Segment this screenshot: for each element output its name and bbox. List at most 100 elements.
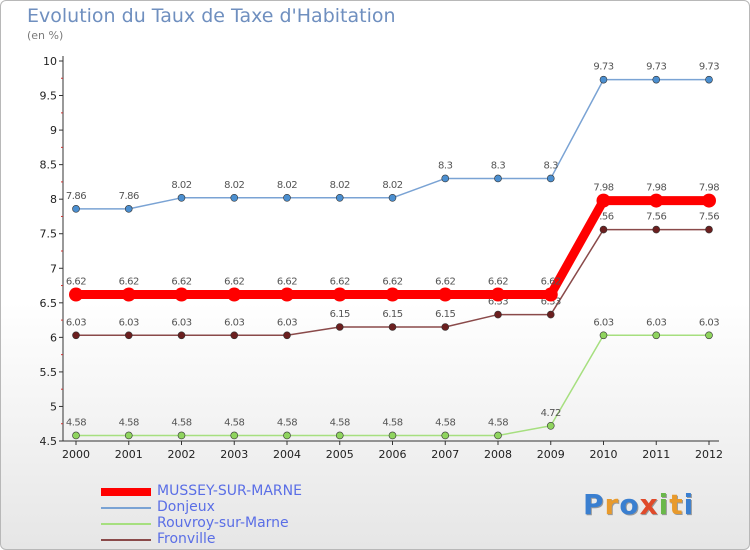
data-point-donjeux (599, 75, 608, 84)
data-point-rouvroy-sur-marne (230, 431, 239, 440)
data-label-fronville: 6.15 (435, 309, 455, 320)
chart-title: Evolution du Taux de Taxe d'Habitation (27, 5, 396, 27)
data-point-mussey-sur-marne (702, 193, 716, 208)
y-tick-label: 8 (50, 193, 57, 206)
data-label-rouvroy-sur-marne: 4.58 (330, 417, 350, 428)
data-point-donjeux (494, 174, 502, 183)
data-point-fronville (283, 331, 291, 340)
data-label-donjeux: 8.3 (491, 160, 506, 171)
data-label-rouvroy-sur-marne: 4.58 (66, 417, 86, 428)
data-point-donjeux (177, 194, 186, 202)
data-point-fronville (388, 323, 397, 331)
data-point-fronville (599, 225, 608, 234)
data-label-donjeux: 8.02 (277, 180, 297, 191)
data-point-fronville (230, 331, 239, 340)
data-label-donjeux: 9.73 (699, 62, 719, 73)
data-label-rouvroy-sur-marne: 6.03 (646, 317, 666, 328)
y-tick-label: 9 (50, 124, 57, 137)
data-label-fronville: 6.03 (171, 317, 191, 328)
y-tick-label: 8.5 (40, 159, 58, 172)
legend-swatch-rouvroy (101, 523, 151, 525)
data-label-mussey-sur-marne: 6.62 (382, 277, 402, 288)
data-point-donjeux (705, 75, 713, 84)
legend-swatch-mussey (101, 488, 151, 496)
data-point-mussey-sur-marne (69, 287, 83, 302)
x-tick-label: 2008 (484, 448, 512, 461)
chart-subtitle: (en %) (27, 29, 64, 42)
data-label-mussey-sur-marne: 7.98 (646, 183, 666, 194)
logo-letter: o (619, 488, 640, 521)
logo-letter: r (604, 488, 620, 521)
data-point-donjeux (335, 194, 344, 202)
logo-letter: t (669, 488, 684, 521)
data-label-mussey-sur-marne: 6.62 (488, 277, 508, 288)
legend-label-fronville: Fronville (157, 531, 216, 547)
data-point-mussey-sur-marne (332, 287, 347, 302)
data-label-donjeux: 8.3 (438, 160, 453, 171)
y-tick-label: 5.5 (40, 366, 58, 379)
data-label-fronville: 7.56 (699, 212, 719, 223)
data-label-donjeux: 7.86 (119, 191, 139, 202)
data-point-donjeux (283, 194, 291, 202)
data-label-donjeux: 8.02 (382, 180, 402, 191)
x-tick-label: 2005 (326, 448, 354, 461)
data-label-rouvroy-sur-marne: 4.58 (488, 417, 508, 428)
data-point-fronville (705, 225, 713, 234)
data-label-fronville: 6.03 (277, 317, 297, 328)
x-tick-label: 2012 (695, 448, 723, 461)
data-point-fronville (652, 225, 661, 234)
logo-letter: x (639, 488, 659, 521)
data-point-mussey-sur-marne (385, 287, 400, 302)
y-tick-label: 6.5 (40, 297, 58, 310)
logo-letter: i (683, 488, 695, 521)
y-tick-label: 7 (50, 262, 57, 275)
data-point-mussey-sur-marne (649, 193, 664, 208)
data-point-donjeux (441, 174, 450, 183)
data-point-donjeux (230, 194, 239, 202)
data-label-mussey-sur-marne: 6.62 (435, 277, 455, 288)
data-label-mussey-sur-marne: 6.62 (330, 277, 350, 288)
data-point-fronville (335, 323, 344, 331)
x-tick-label: 2010 (590, 448, 618, 461)
data-point-rouvroy-sur-marne (494, 431, 502, 440)
logo-letter: P (583, 488, 605, 521)
data-point-mussey-sur-marne (174, 287, 189, 302)
data-point-donjeux (546, 174, 555, 183)
data-point-rouvroy-sur-marne (652, 331, 661, 340)
data-point-rouvroy-sur-marne (177, 431, 186, 440)
x-tick-label: 2000 (62, 448, 90, 461)
legend-label-donjeux: Donjeux (157, 499, 215, 515)
data-label-fronville: 6.15 (330, 309, 350, 320)
data-point-rouvroy-sur-marne (124, 431, 133, 440)
data-label-fronville: 7.56 (593, 212, 613, 223)
data-label-mussey-sur-marne: 6.62 (66, 277, 86, 288)
data-label-donjeux: 8.3 (544, 160, 559, 171)
data-point-donjeux (72, 205, 80, 213)
logo-letter: i (658, 488, 670, 521)
data-label-mussey-sur-marne: 7.98 (593, 183, 613, 194)
data-label-mussey-sur-marne: 7.98 (699, 183, 719, 194)
data-label-mussey-sur-marne: 6.62 (119, 277, 139, 288)
data-label-mussey-sur-marne: 6.62 (541, 277, 561, 288)
data-label-fronville: 6.03 (119, 317, 139, 328)
data-point-mussey-sur-marne (491, 287, 505, 302)
legend: MUSSEY-SUR-MARNE Donjeux Rouvroy-sur-Mar… (101, 483, 361, 549)
data-point-mussey-sur-marne (227, 287, 242, 302)
data-label-rouvroy-sur-marne: 4.58 (277, 417, 297, 428)
data-point-rouvroy-sur-marne (335, 431, 344, 440)
data-point-fronville (494, 310, 502, 319)
data-label-fronville: 6.33 (488, 297, 508, 308)
data-point-mussey-sur-marne (543, 287, 558, 302)
data-point-mussey-sur-marne (596, 193, 611, 208)
data-label-mussey-sur-marne: 6.62 (277, 277, 297, 288)
data-label-donjeux: 8.02 (224, 180, 244, 191)
data-point-fronville (441, 323, 450, 331)
data-label-rouvroy-sur-marne: 4.72 (541, 408, 561, 419)
data-point-donjeux (652, 75, 661, 84)
data-label-donjeux: 9.73 (646, 62, 666, 73)
data-point-donjeux (388, 194, 397, 202)
data-point-fronville (177, 331, 186, 340)
data-label-rouvroy-sur-marne: 4.58 (382, 417, 402, 428)
